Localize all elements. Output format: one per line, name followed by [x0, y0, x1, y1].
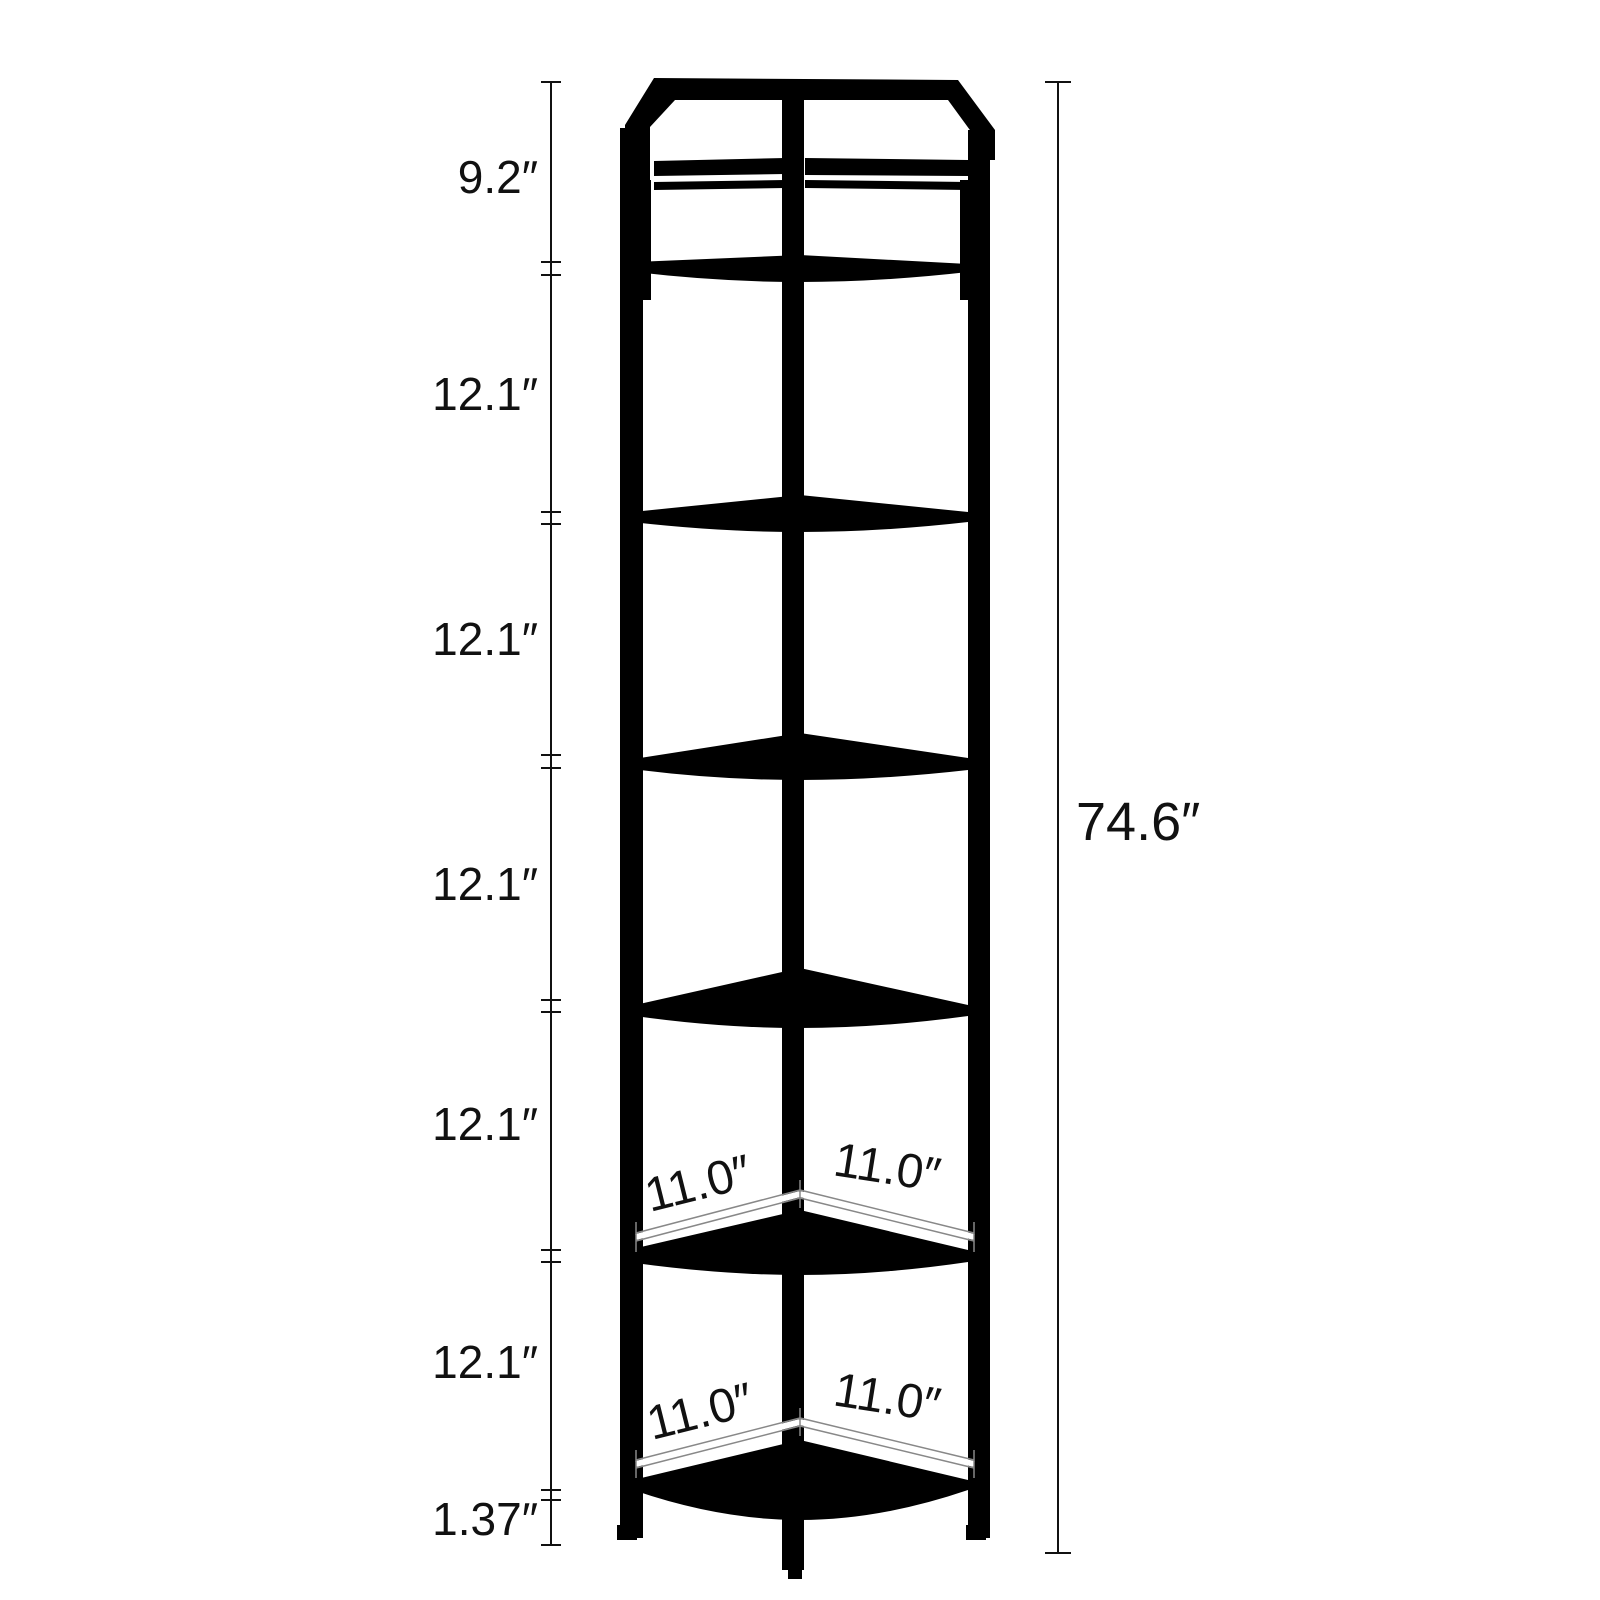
depth-lines-lower-outline — [635, 1408, 975, 1478]
shelf-3 — [640, 733, 968, 780]
top-rail-upper-right — [805, 158, 968, 176]
depth-lower-right: 11.0″ — [830, 1364, 944, 1433]
dim-top-section: 9.2″ — [458, 151, 538, 203]
corner-shelf-unit — [617, 78, 995, 1579]
top-frame — [625, 78, 995, 300]
shelf-2 — [632, 495, 968, 532]
depth-lines-upper-outline — [635, 1180, 975, 1252]
top-rail-lower — [654, 180, 785, 190]
left-leg — [620, 128, 643, 1538]
center-leg — [782, 86, 804, 1570]
dim-total-height: 74.6″ — [1076, 792, 1200, 852]
top-inner-right-post — [960, 180, 968, 300]
shelf-5 — [628, 1210, 968, 1275]
left-foot — [617, 1525, 637, 1540]
depth-lines-lower — [635, 1419, 975, 1467]
dim-shelf-gap-3: 12.1″ — [432, 858, 538, 910]
dim-shelf-gap-2: 12.1″ — [432, 613, 538, 665]
top-rail-lower-right — [805, 180, 968, 190]
center-foot — [788, 1565, 802, 1579]
dim-shelf-gap-1: 12.1″ — [432, 368, 538, 420]
dim-foot-height: 1.37″ — [432, 1493, 538, 1545]
total-height-scale — [1045, 81, 1071, 1554]
depth-lines-upper — [635, 1191, 975, 1240]
shelf-4 — [635, 968, 968, 1028]
dim-shelf-gap-5: 12.1″ — [432, 1336, 538, 1388]
right-foot — [966, 1525, 986, 1540]
depth-upper-right: 11.0″ — [830, 1134, 944, 1203]
top-rail-upper — [654, 158, 785, 176]
dim-shelf-gap-4: 12.1″ — [432, 1098, 538, 1150]
right-leg — [968, 130, 990, 1538]
shelf-1 — [635, 255, 968, 282]
shelf-6 — [633, 1440, 968, 1520]
height-dimension-scale — [541, 81, 561, 1546]
top-inner-left-post — [643, 180, 651, 300]
